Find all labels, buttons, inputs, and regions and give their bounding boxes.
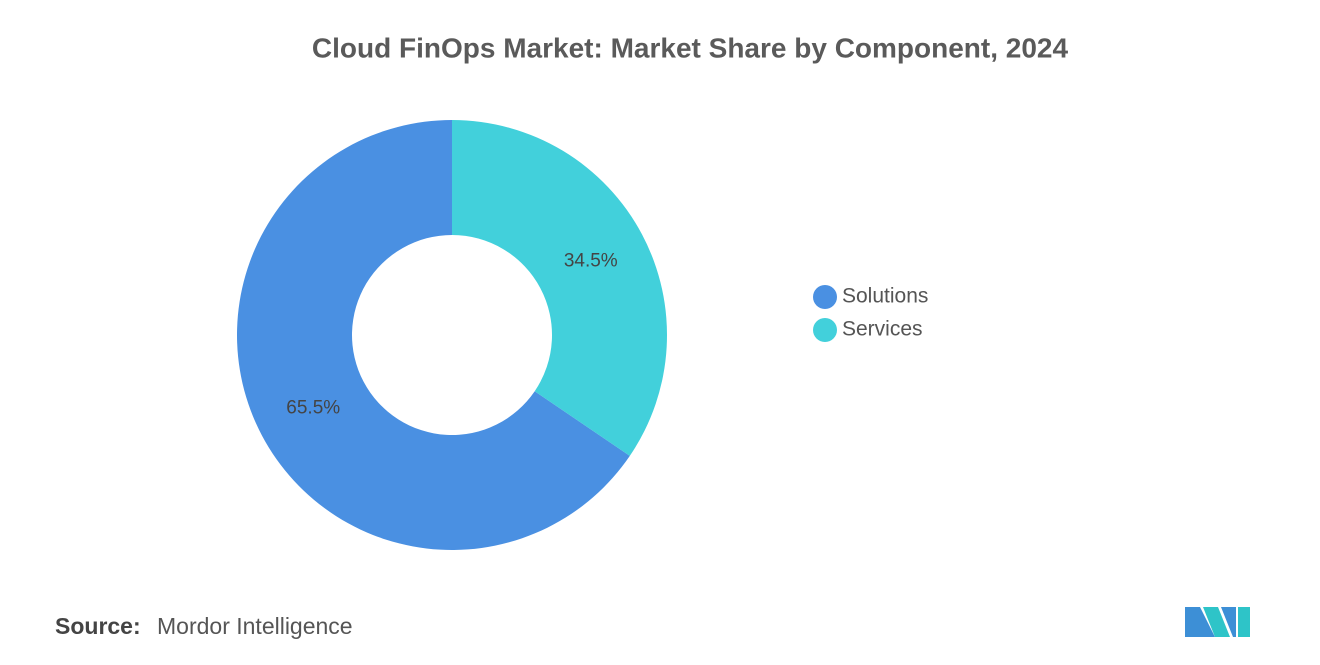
legend-marker xyxy=(813,318,837,342)
slice xyxy=(236,120,630,550)
chart-title: Cloud FinOps Market: Market Share by Com… xyxy=(312,32,1069,63)
slice xyxy=(452,120,667,456)
legend-marker xyxy=(813,285,837,309)
legend-label: Services xyxy=(842,318,923,341)
value-label: 65.5% xyxy=(286,397,340,418)
value-label: 34.5% xyxy=(564,251,618,272)
legend-label: Solutions xyxy=(842,285,928,308)
source: Mordor Intelligence xyxy=(157,613,353,639)
source-label: Source: xyxy=(55,613,141,639)
logo xyxy=(1185,607,1250,637)
